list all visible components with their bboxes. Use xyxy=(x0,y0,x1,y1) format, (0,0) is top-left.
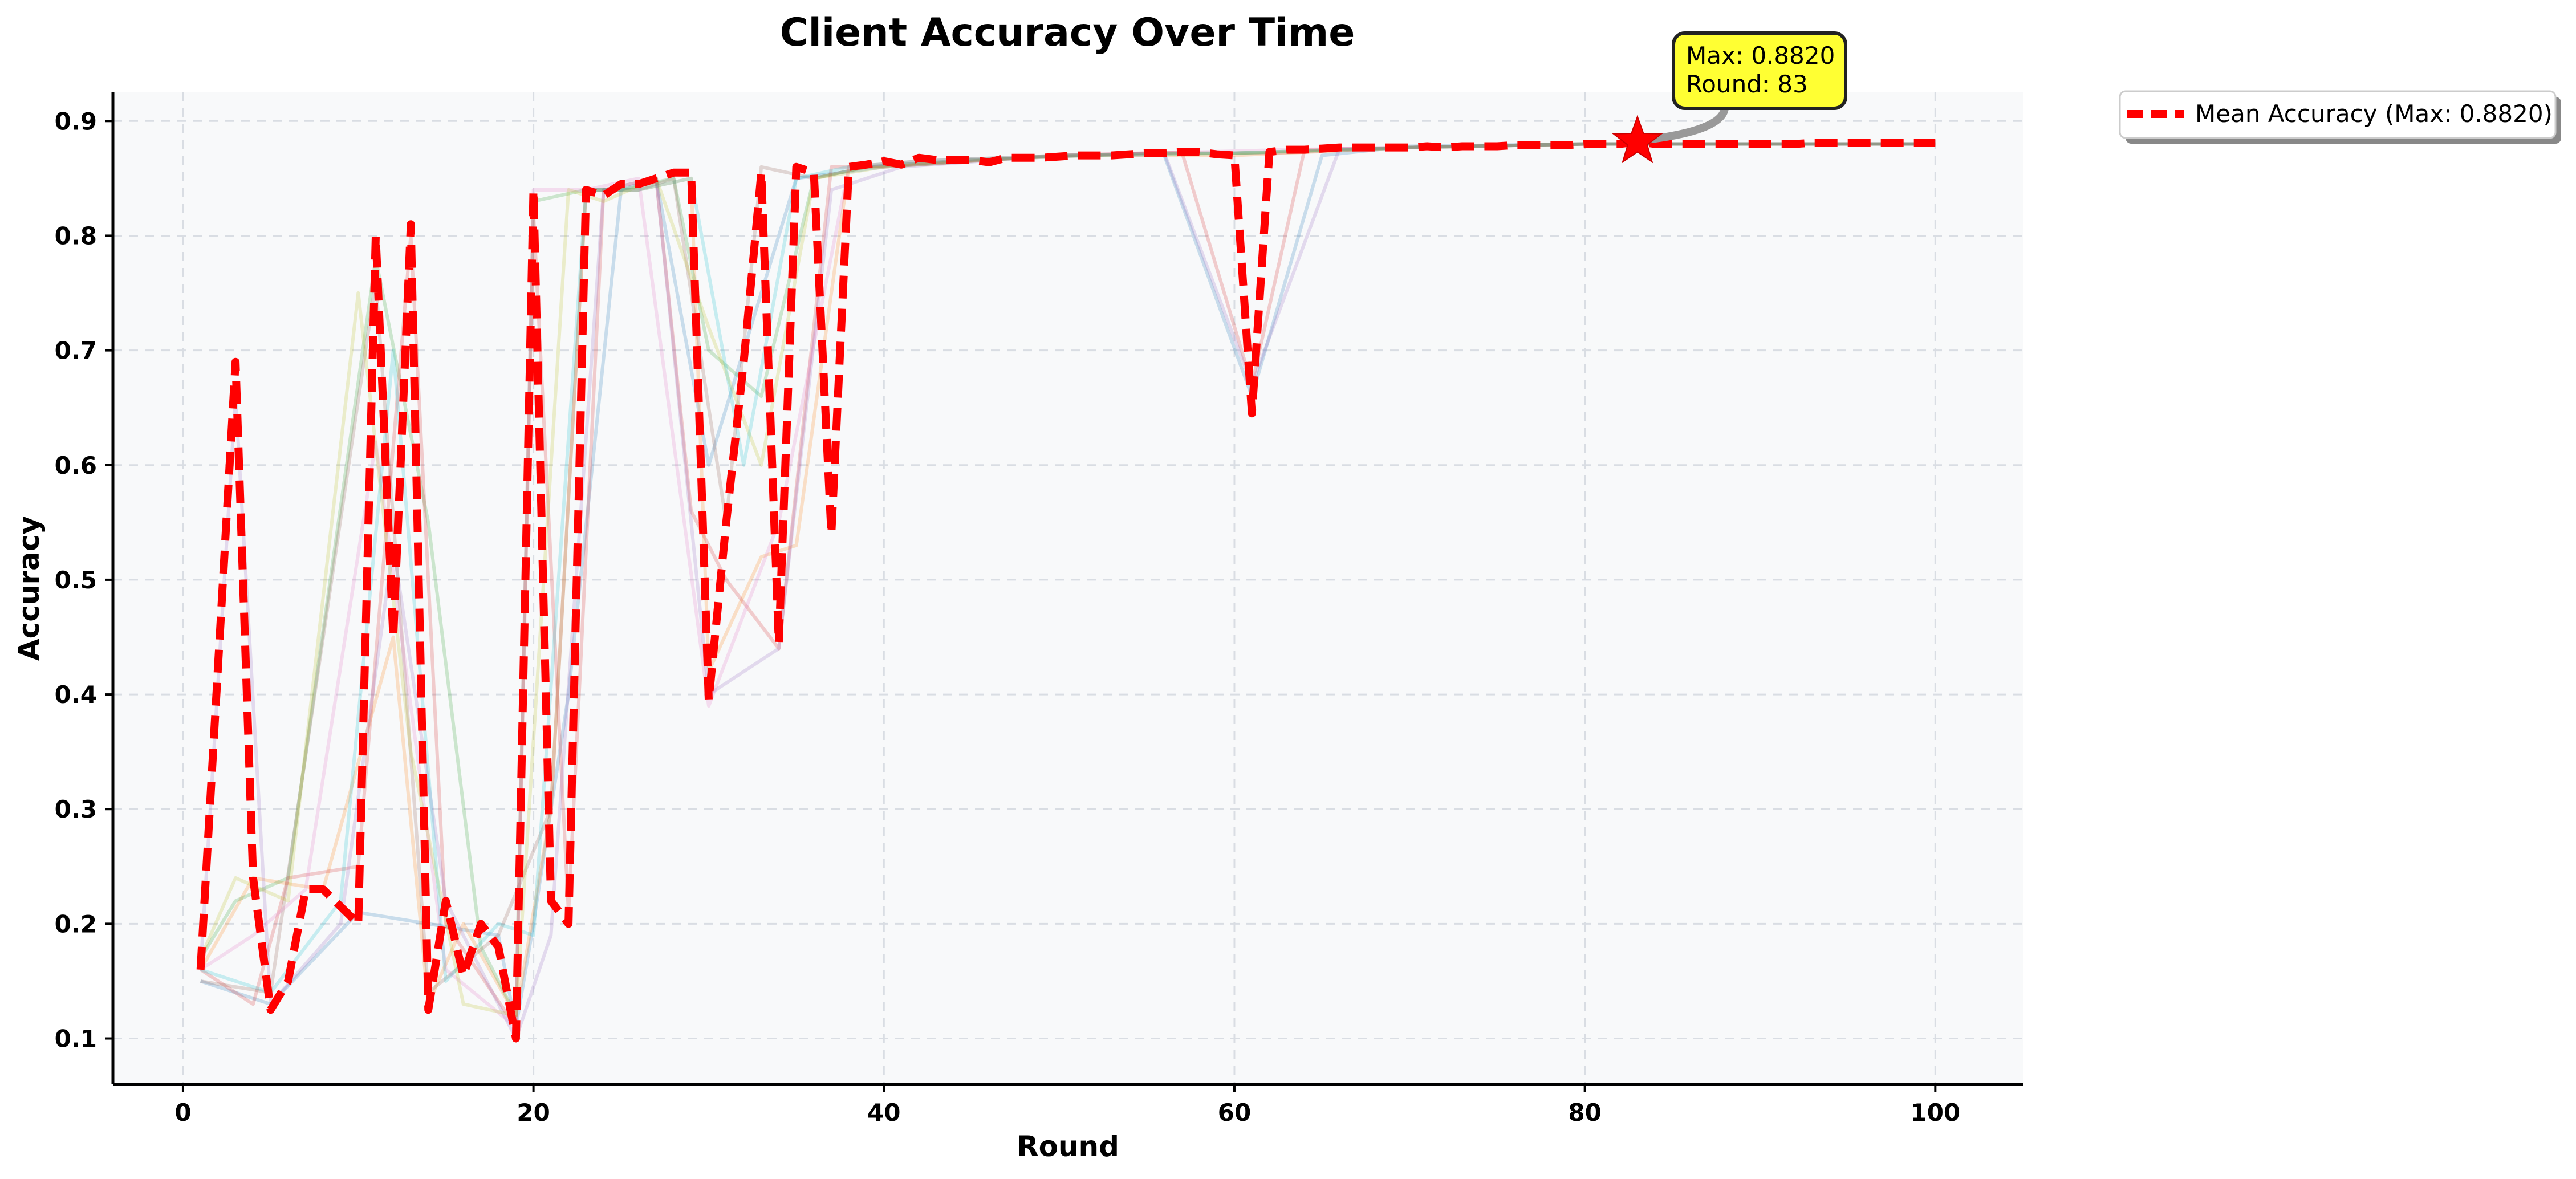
x-tick-label-5: 100 xyxy=(1910,1099,1960,1127)
legend-label-mean: Mean Accuracy (Max: 0.8820) xyxy=(2195,100,2553,128)
y-tick-label-1: 0.2 xyxy=(55,910,97,938)
x-tick-label-3: 60 xyxy=(1218,1099,1251,1127)
grid xyxy=(113,92,2023,1084)
y-ticks: 0.1 0.2 0.3 0.4 0.5 0.6 0.7 0.8 0.9 xyxy=(55,107,113,1053)
y-tick-label-8: 0.9 xyxy=(55,107,97,135)
annotation-line-1: Round: 83 xyxy=(1686,70,1808,98)
x-tick-label-4: 80 xyxy=(1568,1099,1601,1127)
max-star-marker xyxy=(1612,115,1663,164)
y-tick-label-6: 0.7 xyxy=(55,337,97,365)
mean-series xyxy=(196,137,1936,1043)
client-line-8 xyxy=(198,142,1936,1018)
legend: Mean Accuracy (Max: 0.8820) xyxy=(2119,90,2561,144)
y-tick-label-0: 0.1 xyxy=(55,1025,97,1053)
legend-box xyxy=(2119,90,2557,139)
plot-area xyxy=(113,92,2023,1084)
mean-accuracy-line xyxy=(196,137,1936,1043)
annotation-arrow xyxy=(1648,107,1729,144)
y-tick-label-4: 0.5 xyxy=(55,566,97,594)
x-tick-label-1: 20 xyxy=(517,1099,550,1127)
axes xyxy=(111,92,2023,1086)
y-tick-label-5: 0.6 xyxy=(55,452,97,479)
y-tick-label-3: 0.4 xyxy=(55,681,97,709)
x-ticks: 0 20 40 60 80 100 xyxy=(174,1084,1960,1127)
chart-title: Client Accuracy Over Time xyxy=(780,10,1355,55)
y-tick-label-2: 0.3 xyxy=(55,795,97,823)
annotation-line-0: Max: 0.8820 xyxy=(1686,42,1835,70)
x-axis-label: Round xyxy=(1017,1130,1119,1163)
x-tick-label-0: 0 xyxy=(174,1099,191,1127)
x-tick-label-2: 40 xyxy=(867,1099,900,1127)
y-axis-label: Accuracy xyxy=(13,516,46,661)
y-tick-label-7: 0.8 xyxy=(55,222,97,250)
annotation-box xyxy=(1672,31,1847,110)
